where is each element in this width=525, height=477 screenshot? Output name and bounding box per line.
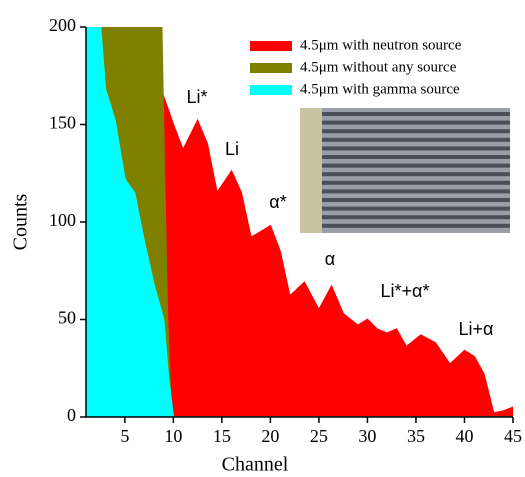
annotation: Li [225, 139, 239, 159]
y-axis-label: Counts [10, 193, 32, 250]
inset-stripe [322, 215, 510, 220]
inset-stripe [322, 146, 510, 151]
legend-label: 4.5μm without any source [300, 59, 457, 75]
x-tick-label: 30 [358, 426, 376, 446]
area [86, 27, 513, 417]
x-tick-label: 5 [120, 426, 129, 446]
annotation: α* [269, 192, 286, 212]
y-tick-label: 50 [58, 308, 76, 328]
x-tick-label: 10 [164, 426, 182, 446]
legend-swatch [250, 41, 292, 51]
inset-stripe [322, 155, 510, 159]
inset-stripe [322, 163, 510, 168]
y-tick-label: 0 [67, 405, 76, 425]
x-tick-label: 45 [504, 426, 522, 446]
inset-stripe [322, 137, 510, 142]
x-tick-label: 20 [261, 426, 279, 446]
x-tick-label: 35 [407, 426, 425, 446]
annotation: Li* [186, 87, 207, 107]
y-tick-label: 150 [49, 113, 76, 133]
annotation: Li*+α* [381, 281, 430, 301]
annotation: α [325, 249, 335, 269]
area [160, 91, 513, 417]
x-axis-label: Channel [222, 454, 289, 476]
legend-swatch [250, 85, 292, 95]
legend-swatch [250, 63, 292, 73]
inset-stripe [322, 223, 510, 228]
inset-stripe [322, 172, 510, 177]
legend-label: 4.5μm with neutron source [300, 37, 462, 53]
y-tick-label: 200 [49, 15, 76, 35]
y-tick-label: 100 [49, 210, 76, 230]
x-tick-label: 40 [455, 426, 473, 446]
x-tick-label: 15 [213, 426, 231, 446]
inset-stripe [322, 206, 510, 211]
inset-stripe [322, 198, 510, 202]
inset-stripe [322, 120, 510, 125]
inset-stripe [322, 112, 510, 116]
annotation: Li+α [459, 319, 494, 339]
inset-stripe [322, 129, 510, 134]
x-tick-label: 25 [310, 426, 328, 446]
inset-photo [300, 108, 510, 233]
inset-stripe [322, 180, 510, 185]
plot-area [86, 27, 513, 417]
inset-stripe [322, 189, 510, 194]
legend-label: 4.5μm with gamma source [300, 81, 460, 97]
